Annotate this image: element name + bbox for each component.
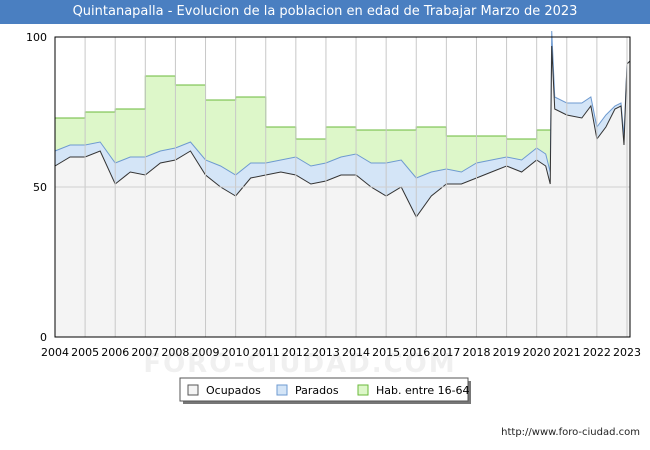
legend-ocupados-swatch — [187, 384, 199, 396]
plot-border — [54, 36, 631, 338]
x-tick-label: 2015 — [372, 346, 400, 359]
x-tick-label: 2023 — [613, 346, 641, 359]
legend-ocupados-label: Ocupados — [206, 384, 261, 397]
x-tick-label: 2013 — [312, 346, 340, 359]
x-tick-label: 2010 — [222, 346, 250, 359]
x-tick-label: 2019 — [493, 346, 521, 359]
legend-parados-label: Parados — [295, 384, 339, 397]
x-tick-label: 2006 — [101, 346, 129, 359]
x-tick-label: 2020 — [523, 346, 551, 359]
legend-box — [179, 377, 469, 402]
y-tick-label: 0 — [40, 331, 47, 344]
x-tick-label: 2017 — [432, 346, 460, 359]
y-tick-label: 100 — [26, 31, 47, 44]
chart-title: Quintanapalla - Evolucion de la poblacio… — [0, 0, 650, 24]
x-tick-label: 2018 — [462, 346, 490, 359]
series-ocupados-area — [55, 46, 630, 337]
x-tick-label: 2021 — [553, 346, 581, 359]
x-tick-label: 2022 — [583, 346, 611, 359]
x-tick-label: 2008 — [161, 346, 189, 359]
x-tick-label: 2004 — [41, 346, 69, 359]
legend-parados-swatch — [276, 384, 288, 396]
x-tick-label: 2011 — [252, 346, 280, 359]
x-tick-label: 2009 — [192, 346, 220, 359]
y-tick-label: 50 — [33, 181, 47, 194]
x-tick-label: 2014 — [342, 346, 370, 359]
source-url[interactable]: http://www.foro-ciudad.com — [501, 427, 640, 438]
legend-hab-label: Hab. entre 16-64 — [376, 384, 470, 397]
legend: Ocupados Parados Hab. entre 16-64 — [179, 377, 471, 404]
x-tick-label: 2012 — [282, 346, 310, 359]
watermark: FORO-CIUDAD.COM — [143, 349, 456, 379]
x-tick-label: 2007 — [131, 346, 159, 359]
x-tick-label: 2016 — [402, 346, 430, 359]
x-tick-label: 2005 — [71, 346, 99, 359]
legend-hab-swatch — [357, 384, 369, 396]
series-parados-line — [54, 30, 631, 179]
